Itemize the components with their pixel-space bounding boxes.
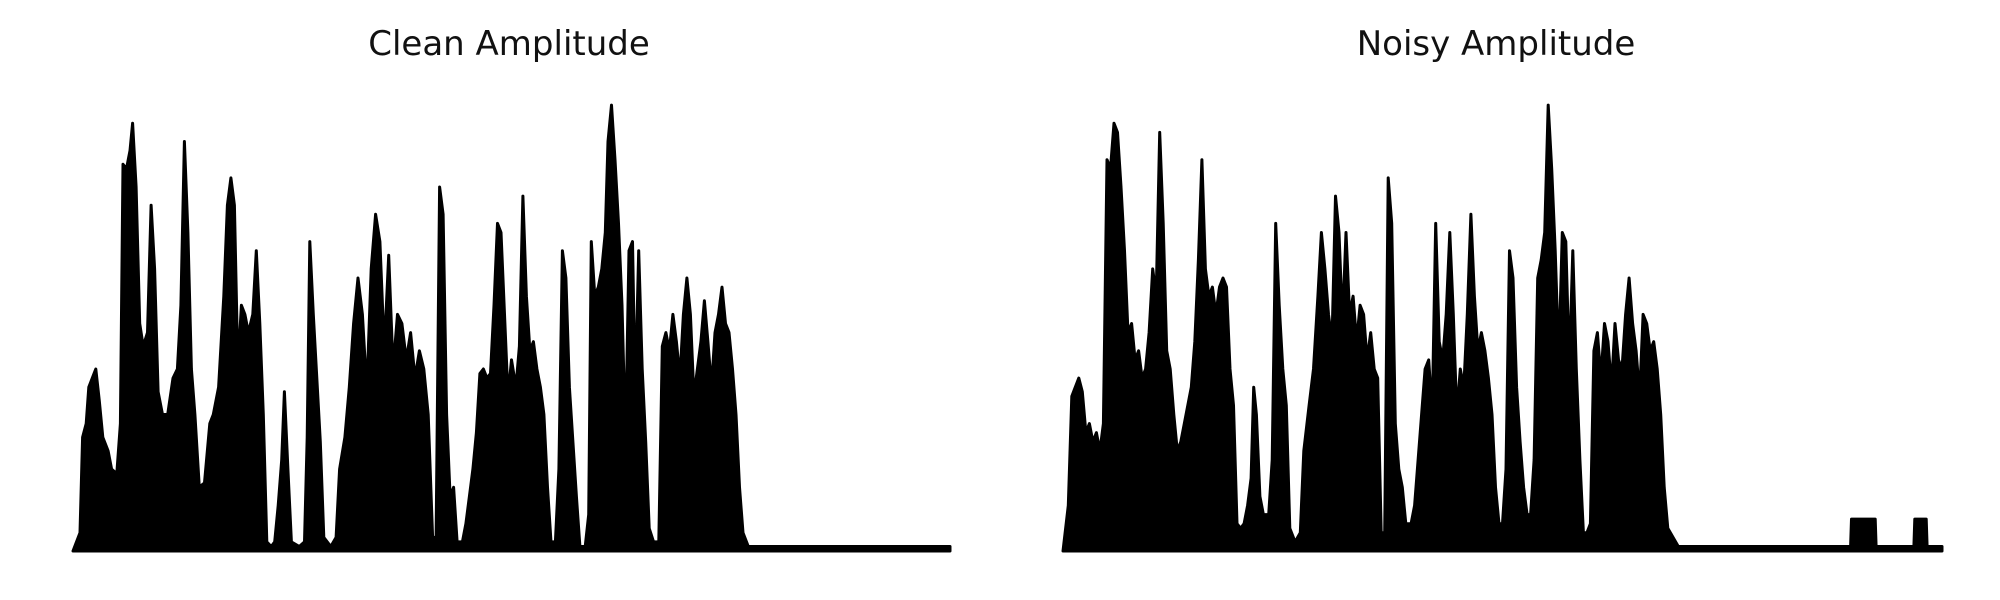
plot-clean-amplitude (71, 103, 952, 553)
chart-title-noisy: Noisy Amplitude (1356, 24, 1636, 64)
chart-title-clean: Clean Amplitude (368, 24, 650, 64)
amplitude-area-clean (71, 103, 952, 553)
plot-noisy-amplitude (1061, 103, 1944, 553)
amplitude-area-noisy (1061, 103, 1944, 553)
